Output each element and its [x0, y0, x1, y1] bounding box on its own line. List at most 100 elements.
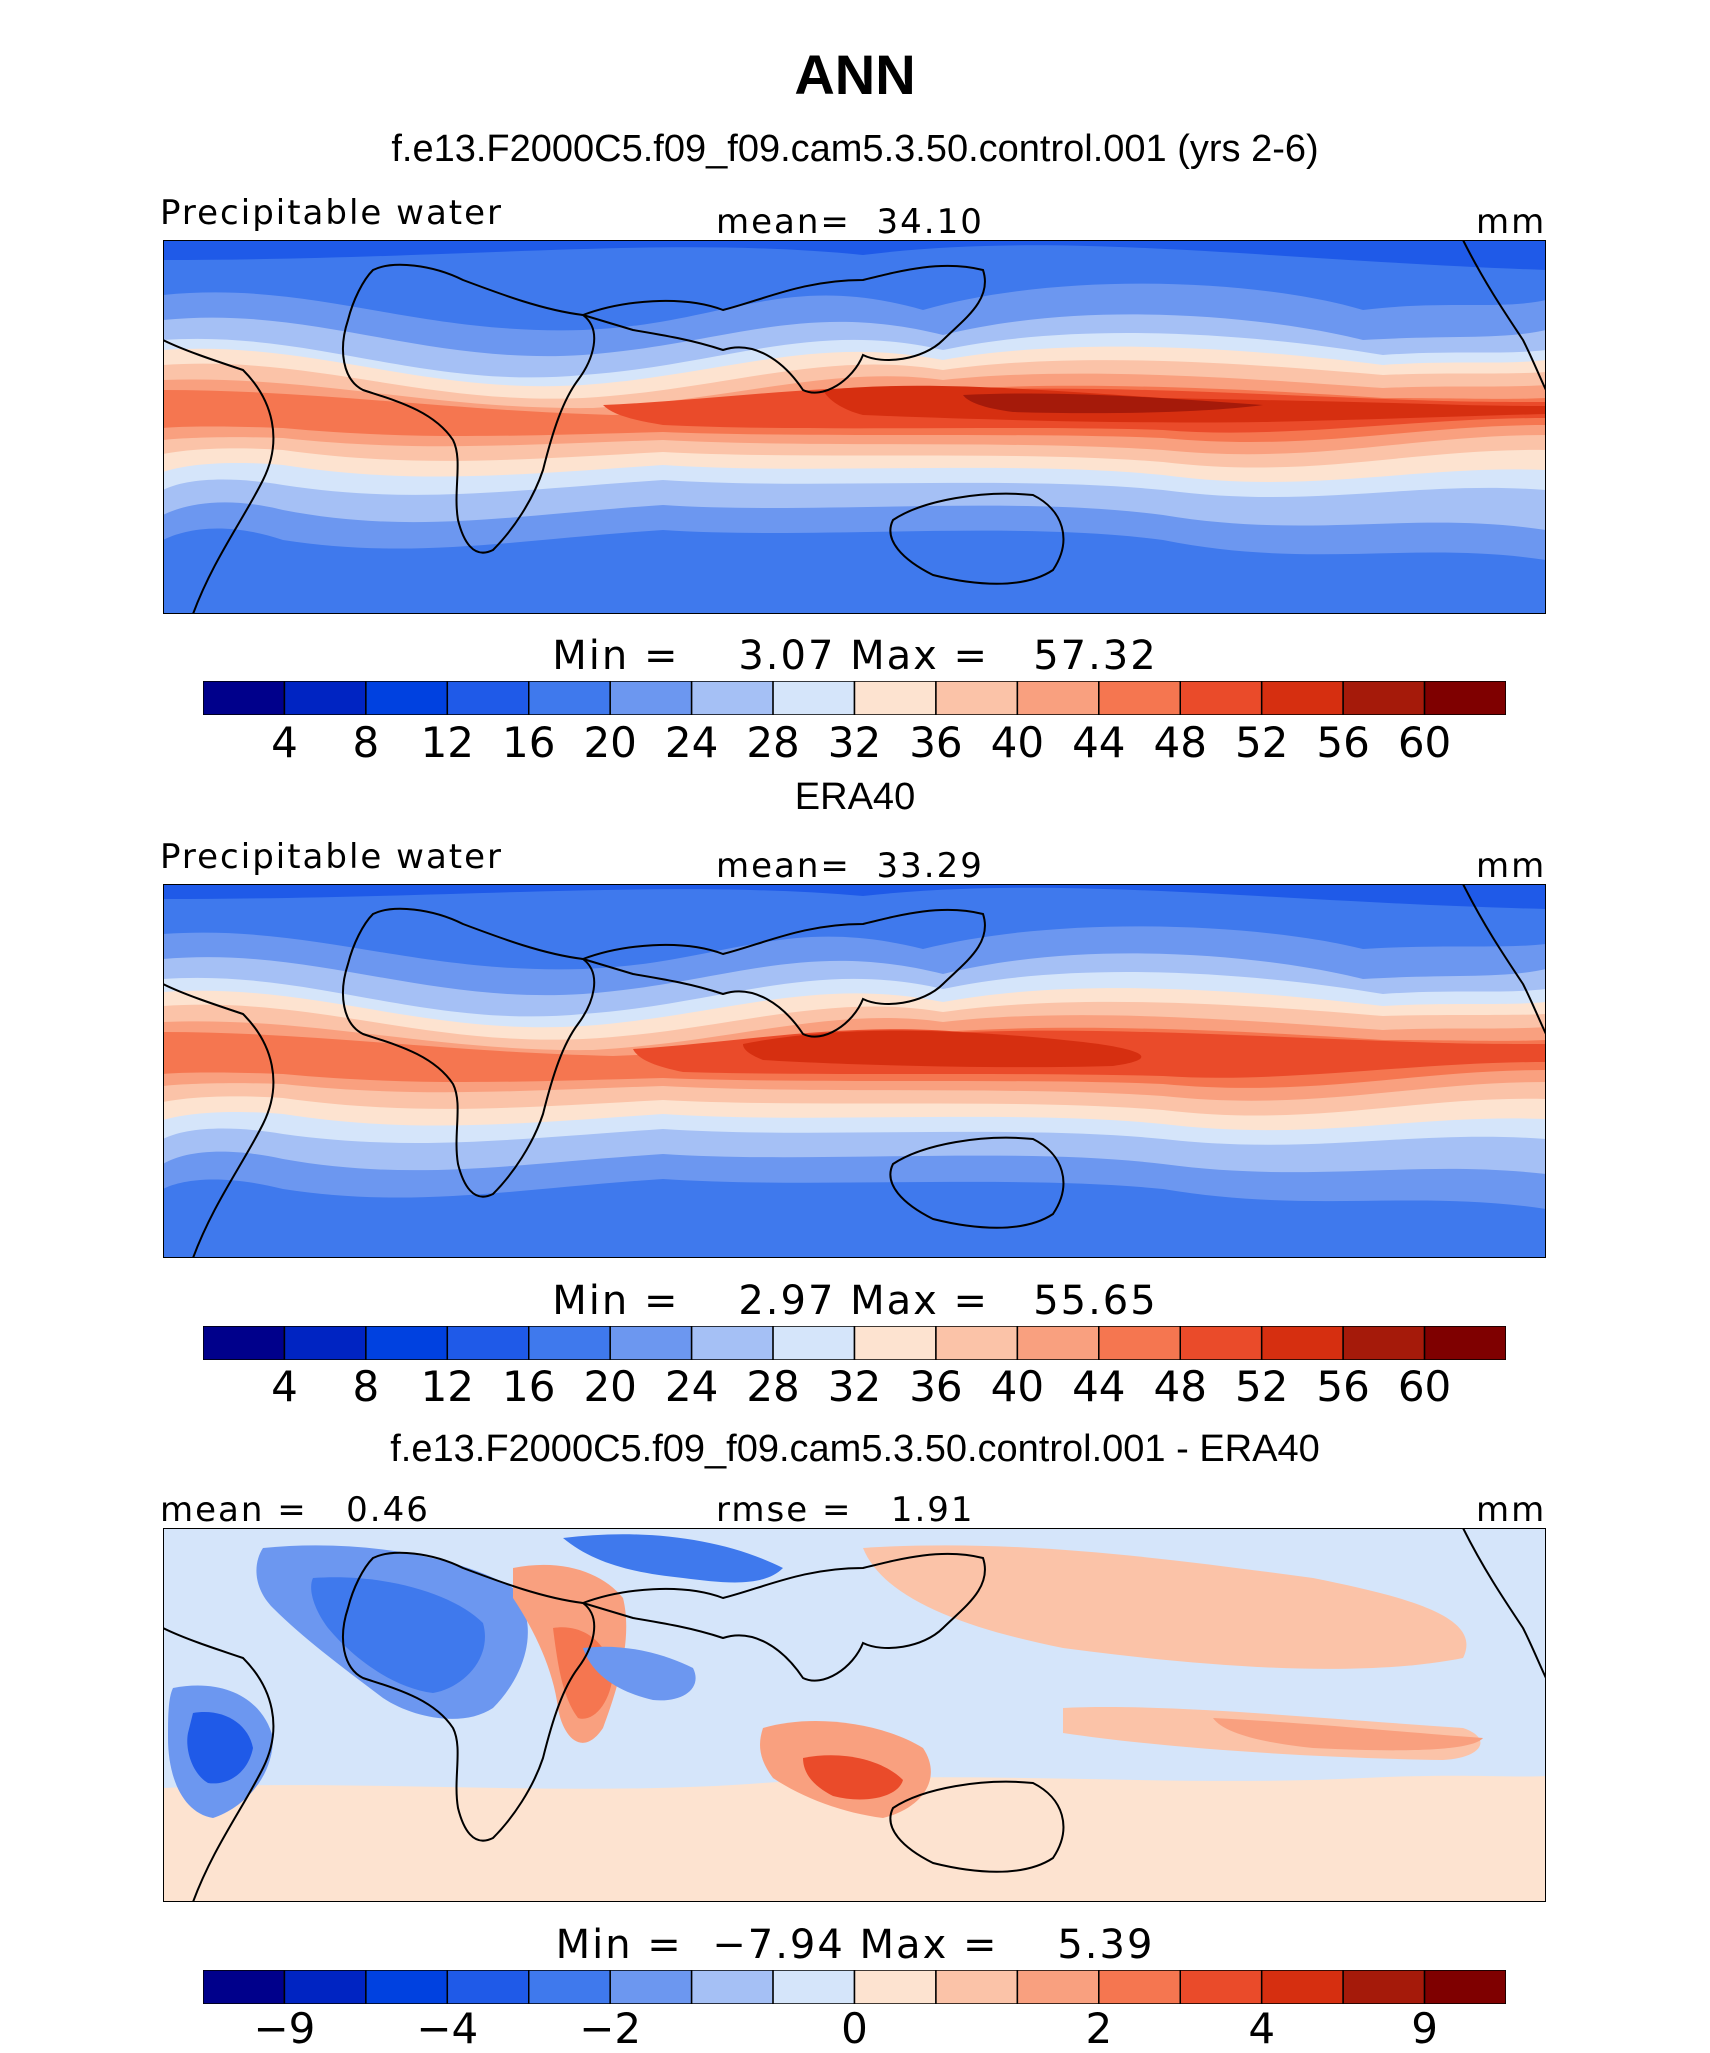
colorbar-swatch — [283, 1325, 367, 1361]
colorbar-tick-label: 4 — [1248, 2004, 1276, 2053]
colorbar-swatch — [1016, 1325, 1100, 1361]
colorbar-swatch — [446, 680, 530, 716]
field-band — [187, 1712, 253, 1784]
colorbar-swatch — [365, 1969, 449, 2005]
colorbar-tick-label: 20 — [583, 1362, 637, 1411]
colorbar-swatch — [1098, 680, 1181, 716]
panel-2-mean-label: mean= 33.29 — [716, 846, 984, 886]
colorbar-swatch — [365, 680, 449, 716]
colorbar-swatch — [365, 1325, 449, 1361]
colorbar-tick-label: 16 — [502, 1362, 556, 1411]
colorbar-swatch — [853, 1969, 937, 2005]
panel-1-colorbar-ticks: 4 8 12 16 20 24 28 32 36 40 44 48 52 56 60 — [203, 718, 1506, 768]
field-band — [963, 393, 1263, 414]
colorbar-swatch — [772, 1969, 856, 2005]
panel-1-minmax: Min = 3.07 Max = 57.32 — [552, 633, 1158, 679]
colorbar-tick-label: 28 — [746, 718, 800, 767]
colorbar-swatch — [935, 680, 1019, 716]
panel-1-mean-label: mean= 34.10 — [716, 202, 984, 242]
colorbar-swatch — [1260, 1969, 1344, 2005]
colorbar-swatch — [202, 1969, 286, 2005]
colorbar-swatch — [1260, 1325, 1344, 1361]
panel-3-title: f.e13.F2000C5.f09_f09.cam5.3.50.control.… — [390, 1428, 1320, 1470]
colorbar-swatch — [446, 1325, 530, 1361]
colorbar-swatch — [690, 1325, 774, 1361]
colorbar-tick-label: 8 — [352, 1362, 380, 1411]
panel-1-title: f.e13.F2000C5.f09_f09.cam5.3.50.control.… — [391, 128, 1319, 170]
colorbar-tick-label: 60 — [1397, 1362, 1452, 1411]
colorbar-tick-label: 44 — [1072, 1362, 1126, 1411]
colorbar-swatch — [609, 680, 693, 716]
coastlines — [163, 1528, 1546, 1902]
colorbar-swatch — [528, 1969, 611, 2005]
field-band — [311, 1577, 485, 1693]
field-band — [1213, 1718, 1483, 1751]
colorbar-swatch — [853, 1325, 937, 1361]
colorbar-swatch — [853, 680, 937, 716]
colorbar-tick-label: 36 — [909, 718, 963, 767]
panel-1-map — [163, 240, 1546, 614]
colorbar-tick-label: 48 — [1153, 718, 1207, 767]
field-band — [163, 884, 1546, 909]
colorbar-swatch — [1423, 680, 1507, 716]
colorbar-swatch — [772, 1325, 856, 1361]
colorbar-tick-label: 56 — [1316, 718, 1370, 767]
colorbar-swatch — [202, 1325, 286, 1361]
colorbar-swatch — [1179, 1325, 1263, 1361]
colorbar-swatch — [1342, 680, 1426, 716]
main-title: ANN — [794, 43, 916, 106]
field-band — [583, 1646, 696, 1701]
colorbar-tick-label: 28 — [746, 1362, 800, 1411]
colorbar-tick-label: 52 — [1234, 1362, 1289, 1411]
panel-2-units-label: mm — [1476, 846, 1547, 886]
colorbar-swatch — [1423, 1325, 1507, 1361]
panel-2-variable-label: Precipitable water — [160, 837, 504, 877]
colorbar-tick-label: 16 — [502, 718, 556, 767]
colorbar-swatch — [1098, 1969, 1181, 2005]
colorbar-tick-label: 4 — [271, 1362, 298, 1411]
panel-3-colorbar-ticks: −9 −4 −2 0 2 4 9 — [203, 2004, 1506, 2053]
colorbar-tick-label: 56 — [1316, 1362, 1370, 1411]
colorbar-tick-label: 2 — [1085, 2004, 1113, 2053]
colorbar-swatch — [690, 1969, 774, 2005]
colorbar-swatch — [283, 1969, 367, 2005]
colorbar-tick-label: 40 — [990, 718, 1045, 767]
colorbar-tick-label: 32 — [827, 718, 882, 767]
colorbar-tick-label: 48 — [1153, 1362, 1207, 1411]
colorbar-swatch — [1098, 1325, 1181, 1361]
panel-3-mean-label: mean = 0.46 — [160, 1490, 430, 1530]
panel-3-colorbar — [202, 1969, 1507, 2005]
coastlines — [163, 240, 1546, 614]
colorbar-tick-label: −4 — [416, 2004, 479, 2053]
panel-2-map — [163, 884, 1546, 1258]
colorbar-swatch — [1423, 1969, 1507, 2005]
colorbar-tick-label: 9 — [1411, 2004, 1438, 2053]
colorbar-tick-label: 24 — [664, 718, 719, 767]
colorbar-swatch — [1179, 1969, 1263, 2005]
colorbar-swatch — [609, 1325, 693, 1361]
panel-2-title: ERA40 — [794, 776, 916, 818]
colorbar-swatch — [1179, 680, 1263, 716]
colorbar-swatch — [935, 1969, 1019, 2005]
colorbar-tick-label: 8 — [352, 718, 380, 767]
colorbar-tick-label: 0 — [841, 2004, 868, 2053]
colorbar-tick-label: 12 — [420, 718, 475, 767]
panel-2-minmax: Min = 2.97 Max = 55.65 — [552, 1278, 1158, 1324]
panel-1-units-label: mm — [1476, 202, 1547, 242]
panel-2-map-svg — [163, 884, 1546, 1258]
panel-2-colorbar-ticks: 4 8 12 16 20 24 28 32 36 40 44 48 52 56 60 — [203, 1362, 1506, 1412]
colorbar-swatch — [202, 680, 286, 716]
colorbar-swatch — [528, 1325, 611, 1361]
colorbar-tick-label: 36 — [909, 1362, 963, 1411]
field-band — [163, 240, 1546, 270]
colorbar-swatch — [528, 680, 611, 716]
field-band — [743, 1030, 1142, 1068]
colorbar-swatch — [1016, 1969, 1100, 2005]
colorbar-tick-label: 52 — [1234, 718, 1289, 767]
colorbar-tick-label: 4 — [271, 718, 298, 767]
colorbar-tick-label: 12 — [420, 1362, 475, 1411]
coastlines — [163, 884, 1546, 1258]
panel-3-rmse-label: rmse = 1.91 — [716, 1490, 975, 1530]
colorbar-tick-label: 32 — [827, 1362, 882, 1411]
colorbar-swatch — [609, 1969, 693, 2005]
